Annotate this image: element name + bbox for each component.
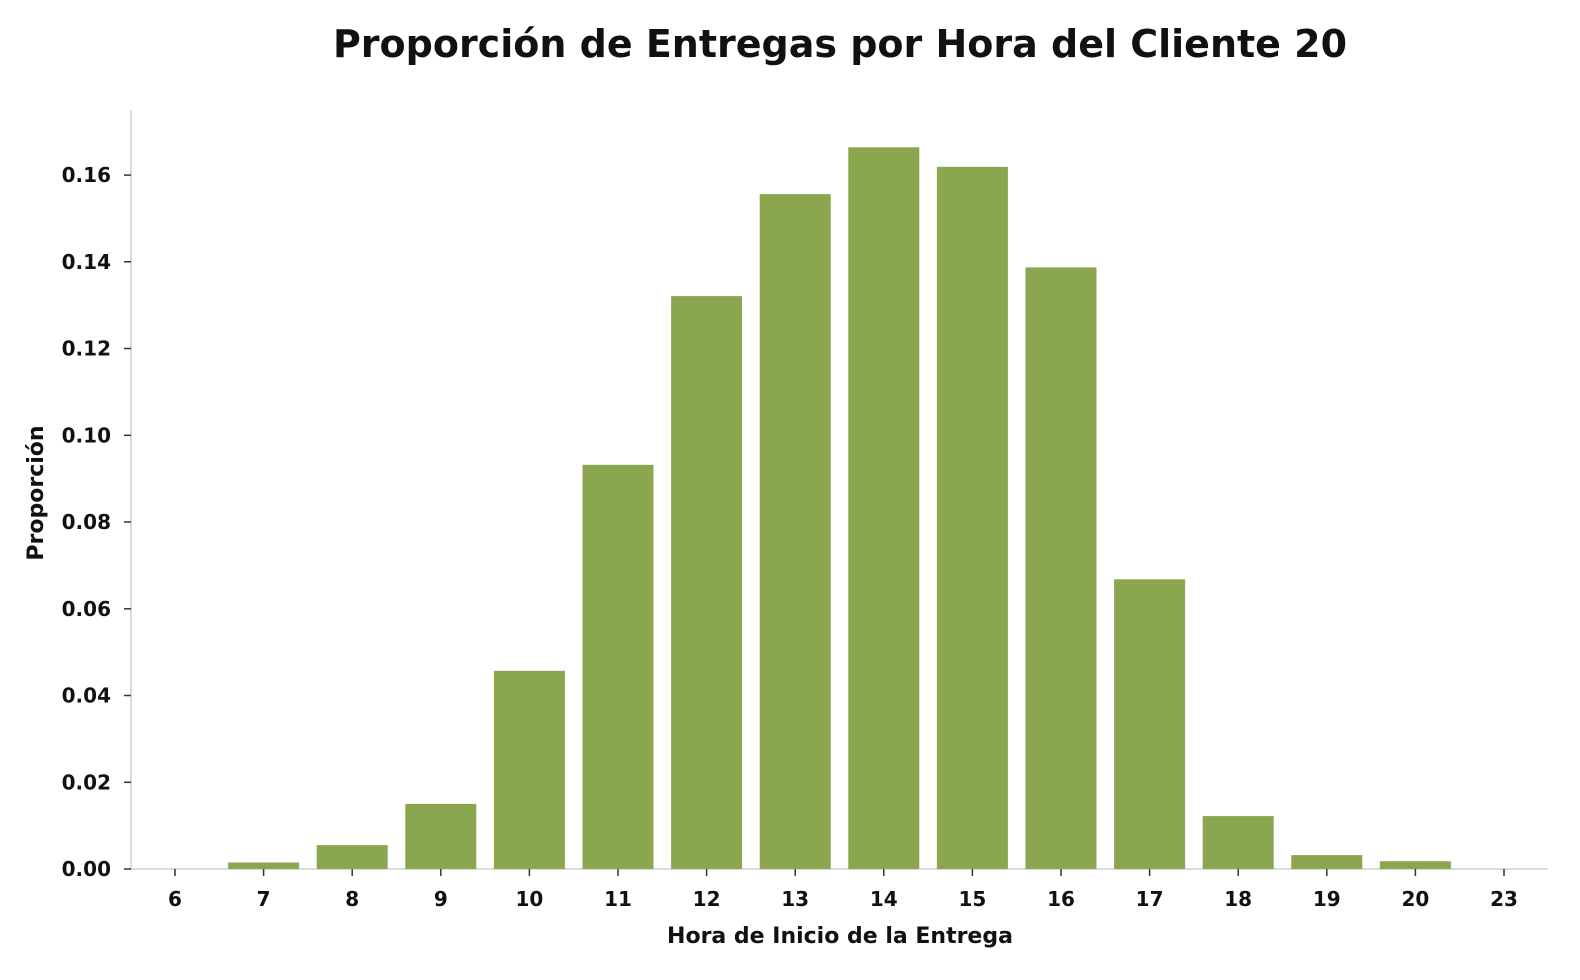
- x-tick-label: 14: [870, 887, 898, 911]
- x-tick-label: 13: [781, 887, 809, 911]
- x-tick-label: 23: [1490, 887, 1518, 911]
- bar-hour-20: [1379, 861, 1451, 869]
- bar-hour-8: [316, 845, 388, 869]
- bar-hour-7: [228, 862, 300, 869]
- bar-hour-16: [1025, 267, 1097, 869]
- y-tick-label: 0.10: [62, 423, 111, 447]
- bar-hour-11: [582, 464, 654, 869]
- bar-hour-17: [1114, 579, 1186, 869]
- x-tick-label: 6: [168, 887, 182, 911]
- x-tick-label: 17: [1136, 887, 1164, 911]
- x-tick-label: 12: [693, 887, 721, 911]
- bar-hour-13: [759, 194, 831, 870]
- y-tick-label: 0.12: [62, 337, 111, 361]
- x-tick-label: 16: [1047, 887, 1075, 911]
- y-tick-label: 0.14: [62, 250, 111, 274]
- x-tick-label: 20: [1401, 887, 1429, 911]
- x-tick-label: 11: [604, 887, 632, 911]
- bar-hour-10: [493, 670, 565, 869]
- bar-hour-18: [1202, 816, 1274, 869]
- bar-hour-9: [405, 803, 477, 869]
- x-tick-label: 10: [515, 887, 543, 911]
- y-tick-label: 0.00: [62, 857, 111, 881]
- chart-title: Proporción de Entregas por Hora del Clie…: [333, 22, 1347, 66]
- x-ticks: 6 7 8 9 10 11 12 13 14 15 16 17 18 19 20 23: [168, 869, 1518, 911]
- y-tick-label: 0.02: [62, 770, 111, 794]
- x-axis-label: Hora de Inicio de la Entrega: [667, 924, 1013, 949]
- bar-hour-12: [671, 296, 743, 870]
- x-tick-label: 8: [345, 887, 359, 911]
- y-ticks: 0.00 0.02 0.04 0.06 0.08 0.10 0.12 0.14 0.16: [62, 163, 131, 881]
- bar-hour-15: [936, 166, 1008, 870]
- x-tick-label: 7: [257, 887, 271, 911]
- bar-hour-14: [848, 147, 920, 870]
- y-tick-label: 0.08: [62, 510, 111, 534]
- y-tick-label: 0.04: [62, 684, 111, 708]
- x-tick-label: 19: [1313, 887, 1341, 911]
- bar-hour-19: [1291, 855, 1363, 869]
- x-tick-label: 15: [958, 887, 986, 911]
- y-tick-label: 0.06: [62, 597, 111, 621]
- x-tick-label: 18: [1224, 887, 1252, 911]
- bars: [228, 147, 1451, 870]
- y-tick-label: 0.16: [62, 163, 111, 187]
- x-tick-label: 9: [434, 887, 448, 911]
- y-axis-label: Proporción: [24, 425, 49, 560]
